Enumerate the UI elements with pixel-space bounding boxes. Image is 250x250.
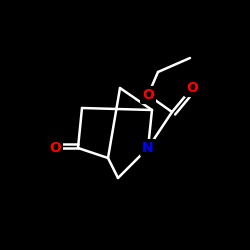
Text: O: O (142, 88, 154, 102)
Text: O: O (186, 81, 198, 95)
Text: O: O (49, 141, 61, 155)
Text: N: N (142, 141, 154, 155)
